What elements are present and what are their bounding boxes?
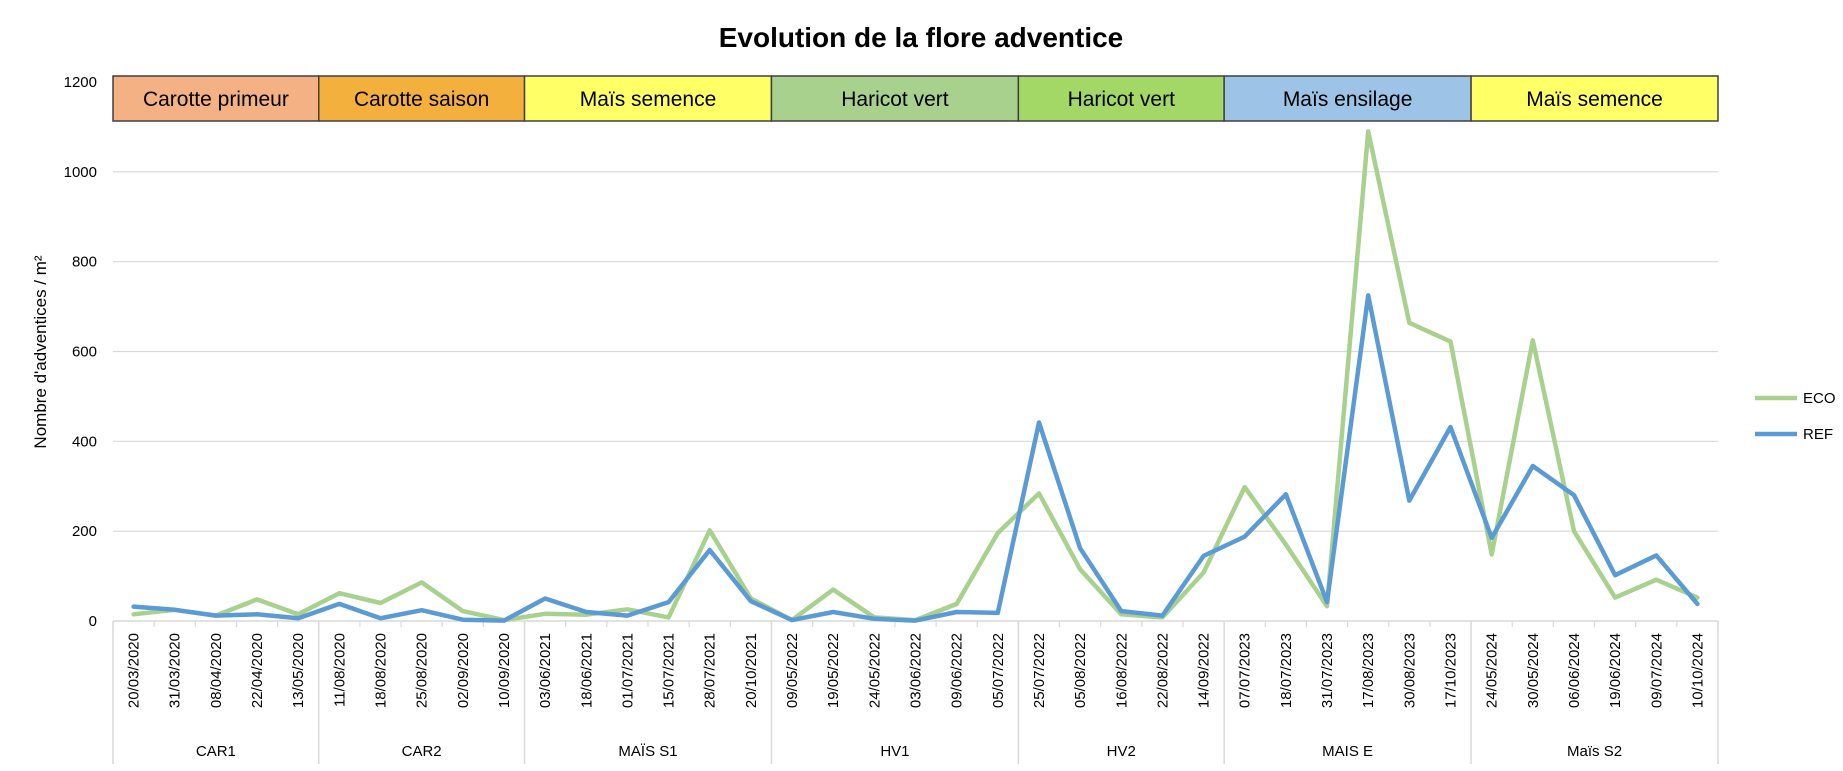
x-tick-label: 18/06/2021: [578, 633, 595, 708]
y-tick-label: 800: [72, 254, 97, 271]
x-tick-label: 03/06/2021: [537, 633, 554, 708]
x-tick-label: 17/08/2023: [1360, 633, 1377, 708]
x-tick-label: 18/08/2020: [373, 633, 390, 708]
x-tick-label: 19/06/2024: [1607, 633, 1624, 708]
x-tick-label: 22/04/2020: [249, 633, 266, 708]
group-label: CAR2: [402, 743, 442, 760]
x-tick-label: 05/07/2022: [990, 633, 1007, 708]
legend-label: ECO: [1803, 390, 1836, 407]
crop-band-label: Haricot vert: [841, 88, 949, 111]
group-label: HV1: [880, 743, 909, 760]
x-tick-label: 09/06/2022: [949, 633, 966, 708]
x-tick-label: 30/05/2024: [1525, 633, 1542, 708]
x-tick-label: 10/09/2020: [496, 633, 513, 708]
x-tick-label: 17/10/2023: [1443, 633, 1460, 708]
x-tick-label: 07/07/2023: [1237, 633, 1254, 708]
x-tick-label: 09/07/2024: [1648, 633, 1665, 708]
x-tick-label: 10/10/2024: [1689, 633, 1706, 708]
x-tick-label: 20/10/2021: [743, 633, 760, 708]
x-tick-label: 30/08/2023: [1401, 633, 1418, 708]
x-tick-label: 24/05/2022: [866, 633, 883, 708]
y-tick-label: 0: [89, 613, 97, 630]
y-axis-label: Nombre d'adventices / m²: [31, 255, 50, 448]
x-tick-label: 24/05/2024: [1484, 633, 1501, 708]
group-label: MAÏS S1: [618, 743, 677, 760]
y-tick-label: 400: [72, 433, 97, 450]
crop-band-label: Maïs semence: [1526, 88, 1663, 111]
crop-band: [1223, 75, 1472, 122]
x-tick-label: 14/09/2022: [1196, 633, 1213, 708]
x-tick-label: 06/06/2024: [1566, 633, 1583, 708]
x-tick-label: 05/08/2022: [1072, 633, 1089, 708]
crop-band: [1470, 75, 1719, 122]
x-tick-label: 02/09/2020: [455, 633, 472, 708]
group-label: Maïs S2: [1567, 743, 1622, 760]
axes: 0 200 400 600 800 1000 1200 20/03/2020 31/03/202…: [64, 74, 1719, 764]
y-tick-label: 1000: [64, 164, 97, 181]
x-tick-label: 16/08/2022: [1113, 633, 1130, 708]
crop-band-label: Carotte saison: [354, 88, 489, 111]
crop-band: [1017, 75, 1225, 122]
group-label: HV2: [1107, 743, 1136, 760]
chart-title: Evolution de la flore adventice: [719, 22, 1124, 53]
y-tick-label: 1200: [64, 74, 97, 91]
x-tick-label: 08/04/2020: [208, 633, 225, 708]
series-line-eco: [131, 129, 1700, 623]
crop-band: [112, 75, 320, 122]
crop-bands: Carotte primeur Carotte saison Maïs semenc…: [112, 75, 1719, 122]
legend-label: REF: [1803, 426, 1833, 443]
x-tick-label: 19/05/2022: [825, 633, 842, 708]
series-line-ref: [131, 293, 1700, 623]
x-tick-label: 09/05/2022: [784, 633, 801, 708]
x-tick-label: 03/06/2022: [908, 633, 925, 708]
crop-band-label: Carotte primeur: [143, 88, 289, 111]
x-tick-label: 15/07/2021: [661, 633, 678, 708]
x-tick-label: 25/08/2020: [414, 633, 431, 708]
x-tick-label: 31/03/2020: [167, 633, 184, 708]
y-tick-label: 600: [72, 344, 97, 361]
x-tick-label: 11/08/2020: [331, 633, 348, 707]
gridlines: [113, 81, 1718, 532]
x-tick-label: 28/07/2021: [702, 633, 719, 708]
crop-band-label: Maïs semence: [580, 88, 717, 111]
y-tick-label: 200: [72, 523, 97, 540]
x-tick-label: 18/07/2023: [1278, 633, 1295, 708]
group-label: MAIS E: [1322, 743, 1373, 760]
group-label: CAR1: [196, 743, 236, 760]
crop-band: [770, 75, 1020, 122]
legend: ECO REF: [1755, 390, 1836, 443]
x-tick-label: 25/07/2022: [1031, 633, 1048, 708]
crop-band-label: Maïs ensilage: [1283, 88, 1413, 111]
x-tick-label: 22/08/2022: [1154, 633, 1171, 708]
series-lines: [131, 129, 1700, 623]
x-tick-label: 20/03/2020: [126, 633, 143, 708]
x-tick-label: 31/07/2023: [1319, 633, 1336, 708]
x-tick-label: 01/07/2021: [619, 633, 636, 708]
x-tick-label: 13/05/2020: [290, 633, 307, 708]
crop-band-label: Haricot vert: [1068, 88, 1176, 111]
